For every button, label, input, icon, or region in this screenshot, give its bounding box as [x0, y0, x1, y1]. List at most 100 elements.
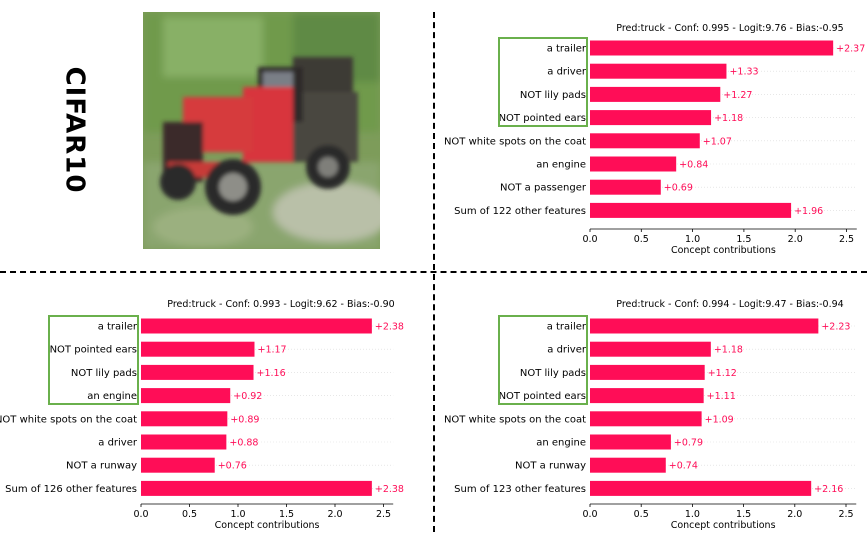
x-tick-label: 2.0	[788, 234, 803, 245]
value-label: +0.74	[669, 461, 698, 472]
x-tick-label: 2.0	[787, 509, 802, 520]
truck-image	[143, 12, 380, 249]
highlight-box	[48, 315, 139, 405]
value-label: +0.89	[230, 414, 259, 425]
x-tick-label: 2.5	[838, 509, 853, 520]
bar-5	[590, 434, 671, 450]
value-label: +1.09	[705, 414, 734, 425]
category-label: Sum of 122 other features	[454, 206, 586, 217]
category-label: an engine	[87, 391, 137, 402]
value-label: +1.18	[714, 345, 743, 356]
value-label: +1.12	[708, 368, 737, 379]
category-label: a driver	[547, 67, 587, 78]
bar-1	[141, 341, 255, 357]
value-label: +0.92	[233, 391, 262, 402]
bar-3	[590, 110, 712, 126]
category-label: NOT white spots on the coat	[444, 414, 586, 425]
bar-2	[141, 364, 254, 380]
x-tick-label: 0.5	[182, 509, 197, 520]
category-label: a trailer	[547, 322, 587, 333]
category-label: a driver	[98, 438, 138, 449]
category-label: NOT lily pads	[520, 90, 586, 101]
bar-4	[141, 411, 228, 427]
x-axis-label: Concept contributions	[671, 520, 776, 531]
bar-4	[590, 133, 700, 149]
category-label: an engine	[536, 160, 586, 171]
bar-0	[590, 40, 834, 56]
bar-4	[590, 411, 702, 427]
value-label: +1.11	[707, 391, 736, 402]
x-axis-label: Concept contributions	[215, 520, 320, 531]
category-label: NOT white spots on the coat	[444, 136, 586, 147]
bar-6	[141, 457, 215, 473]
value-label: +2.38	[375, 322, 404, 333]
x-tick-label: 1.5	[736, 509, 751, 520]
category-label: NOT a runway	[515, 461, 586, 472]
x-tick-label: 2.5	[376, 509, 391, 520]
value-label: +1.07	[703, 136, 732, 147]
value-label: +0.79	[674, 438, 703, 449]
category-label: NOT lily pads	[71, 368, 137, 379]
highlight-box	[498, 315, 588, 405]
x-tick-label: 1.0	[230, 509, 245, 520]
x-tick-label: 1.0	[685, 509, 700, 520]
bar-0	[141, 318, 372, 334]
value-label: +1.16	[257, 368, 286, 379]
bar-7	[590, 202, 792, 218]
bar-7	[590, 480, 812, 496]
bar-2	[590, 364, 705, 380]
category-label: NOT white spots on the coat	[0, 414, 137, 425]
x-tick-label: 2.5	[839, 234, 854, 245]
value-label: +2.23	[821, 322, 850, 333]
x-tick-label: 1.5	[279, 509, 294, 520]
value-label: +1.17	[257, 345, 286, 356]
bar-7	[141, 480, 372, 496]
value-label: +2.38	[375, 484, 404, 495]
chart-title: Pred:truck - Conf: 0.993 - Logit:9.62 - …	[167, 299, 394, 310]
x-tick-label: 1.0	[685, 234, 700, 245]
value-label: +0.84	[679, 160, 708, 171]
category-label: NOT pointed ears	[499, 391, 586, 402]
category-label: NOT a passenger	[500, 183, 587, 194]
category-label: a trailer	[547, 44, 587, 55]
value-label: +1.18	[714, 113, 743, 124]
bar-6	[590, 457, 666, 473]
category-label: a trailer	[98, 322, 138, 333]
bar-5	[141, 434, 227, 450]
category-label: NOT a runway	[66, 461, 137, 472]
x-tick-label: 0.5	[634, 234, 649, 245]
value-label: +2.37	[836, 44, 865, 55]
vertical-divider	[433, 12, 435, 532]
category-label: a driver	[547, 345, 587, 356]
x-tick-label: 2.0	[327, 509, 342, 520]
value-label: +1.33	[729, 67, 758, 78]
category-label: an engine	[536, 438, 586, 449]
category-label: NOT pointed ears	[499, 113, 586, 124]
category-label: NOT pointed ears	[50, 345, 137, 356]
bar-5	[590, 156, 677, 172]
chart-title: Pred:truck - Conf: 0.995 - Logit:9.76 - …	[616, 23, 843, 34]
value-label: +1.96	[794, 206, 823, 217]
x-tick-label: 0.5	[634, 509, 649, 520]
value-label: +0.69	[664, 183, 693, 194]
bar-6	[590, 179, 661, 195]
value-label: +2.16	[814, 484, 843, 495]
x-axis-label: Concept contributions	[671, 245, 776, 256]
highlight-box	[498, 37, 588, 127]
category-label: Sum of 126 other features	[5, 484, 137, 495]
category-label: NOT lily pads	[520, 368, 586, 379]
value-label: +1.27	[723, 90, 752, 101]
bar-3	[141, 388, 231, 404]
chart-title: Pred:truck - Conf: 0.994 - Logit:9.47 - …	[616, 299, 843, 310]
x-tick-label: 0.0	[582, 509, 597, 520]
x-tick-label: 1.5	[736, 234, 751, 245]
bar-1	[590, 63, 727, 79]
bar-2	[590, 86, 721, 102]
bar-1	[590, 341, 711, 357]
value-label: +0.76	[218, 461, 247, 472]
bar-3	[590, 388, 704, 404]
bar-0	[590, 318, 819, 334]
